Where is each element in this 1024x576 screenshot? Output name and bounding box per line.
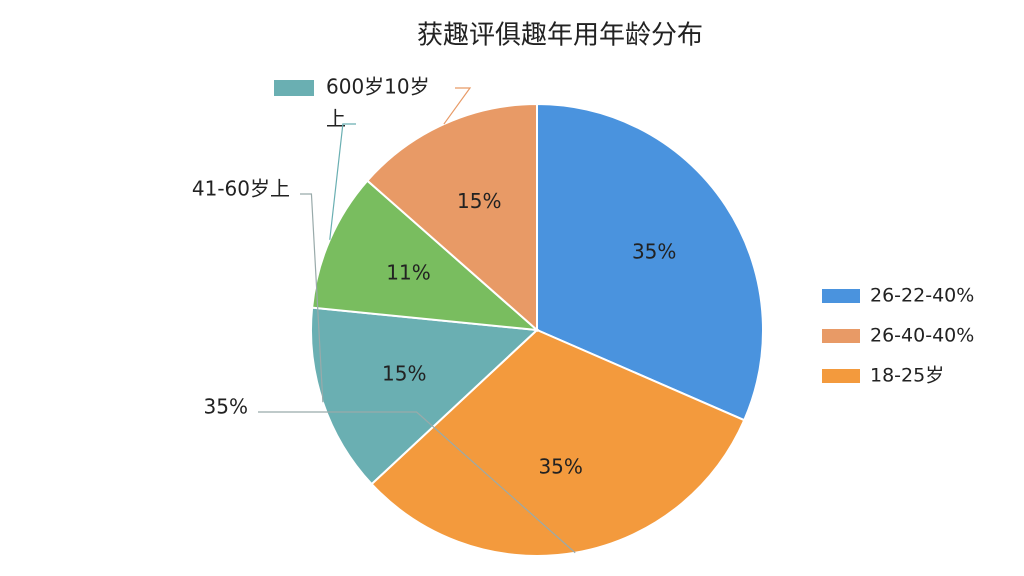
data-label: 35% bbox=[538, 455, 582, 479]
pie-slice bbox=[310, 306, 540, 486]
callout-label: 上 bbox=[326, 107, 346, 131]
pie-slice bbox=[365, 102, 538, 333]
legend-label: 26-40-40% bbox=[870, 325, 974, 347]
callout-label: 41-60岁上 bbox=[192, 177, 290, 201]
legend-label: 26-22-40% bbox=[870, 285, 974, 307]
data-label: 11% bbox=[386, 261, 430, 285]
leader-line bbox=[443, 87, 472, 125]
pie-slice bbox=[536, 102, 764, 422]
pie-slice bbox=[311, 179, 540, 332]
leader-line bbox=[329, 123, 356, 240]
data-label: 35% bbox=[632, 240, 676, 264]
legend-swatch bbox=[822, 329, 860, 343]
data-label: 15% bbox=[457, 189, 501, 213]
leader-line bbox=[258, 411, 576, 554]
legend-label: 18-25岁 bbox=[870, 365, 944, 387]
legend-swatch bbox=[822, 289, 860, 303]
leader-line bbox=[300, 193, 324, 403]
legend-swatch bbox=[274, 80, 314, 96]
callout-label: 600岁10岁 bbox=[326, 75, 430, 99]
chart-title: 获趣评俱趣年用年龄分布 bbox=[417, 21, 703, 51]
data-label: 15% bbox=[382, 361, 426, 385]
callout-label: 35% bbox=[204, 395, 248, 419]
legend-swatch bbox=[822, 369, 860, 383]
